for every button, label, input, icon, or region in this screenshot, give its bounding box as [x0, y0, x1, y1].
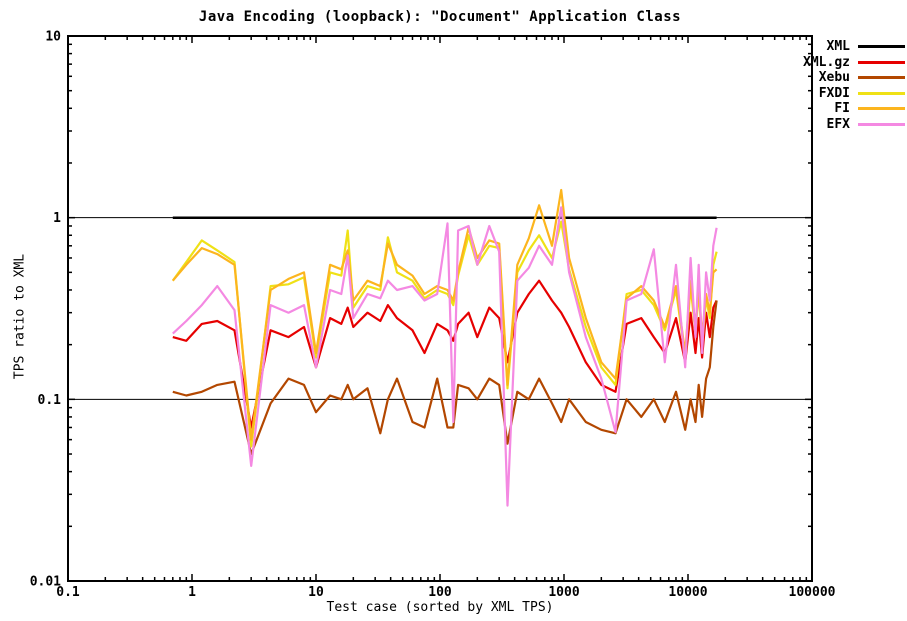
legend-label: XML — [826, 39, 850, 55]
svg-text:10: 10 — [45, 30, 61, 45]
legend-line-sample — [858, 122, 905, 126]
legend-item-FXDI: FXDI — [803, 86, 906, 102]
legend-label: XML.gz — [803, 54, 850, 70]
svg-text:10000: 10000 — [668, 585, 707, 600]
svg-text:0.1: 0.1 — [38, 393, 62, 408]
legend-label: EFX — [826, 116, 850, 132]
legend-item-XML: XML — [803, 39, 906, 55]
legend-item-EFX: EFX — [803, 117, 906, 133]
legend-line-sample — [858, 107, 905, 111]
legend-line-sample — [858, 76, 905, 80]
svg-text:0.01: 0.01 — [30, 575, 61, 590]
legend-label: Xebu — [818, 70, 850, 86]
legend-line-sample — [858, 91, 905, 95]
x-axis-label: Test case (sorted by XML TPS) — [326, 600, 554, 615]
plot-border — [67, 35, 813, 582]
svg-text:100000: 100000 — [789, 585, 836, 600]
svg-text:10: 10 — [308, 585, 324, 600]
legend-label: FI — [834, 101, 850, 117]
legend-line-sample — [858, 60, 905, 64]
chart-title: Java Encoding (loopback): "Document" App… — [198, 9, 682, 25]
legend-line-sample — [858, 45, 905, 49]
svg-text:1: 1 — [188, 585, 196, 600]
legend-item-FI: FI — [803, 101, 906, 117]
y-tick-labels: 10 1 0.1 0.01 — [30, 30, 61, 590]
legend: XML XML.gz Xebu FXDI FI EFX — [803, 39, 906, 132]
series-XML.gz — [172, 279, 718, 429]
svg-text:1: 1 — [53, 211, 61, 226]
svg-text:100: 100 — [428, 585, 452, 600]
x-tick-labels: 0.1 1 10 100 1000 10000 100000 — [56, 585, 835, 600]
series-EFX — [172, 206, 718, 507]
svg-text:1000: 1000 — [548, 585, 579, 600]
legend-item-XML.gz: XML.gz — [803, 55, 906, 71]
legend-item-Xebu: Xebu — [803, 70, 906, 86]
series-Xebu — [172, 300, 718, 456]
svg-text:0.1: 0.1 — [56, 585, 80, 600]
legend-label: FXDI — [818, 85, 850, 101]
series-FI — [171, 188, 718, 441]
